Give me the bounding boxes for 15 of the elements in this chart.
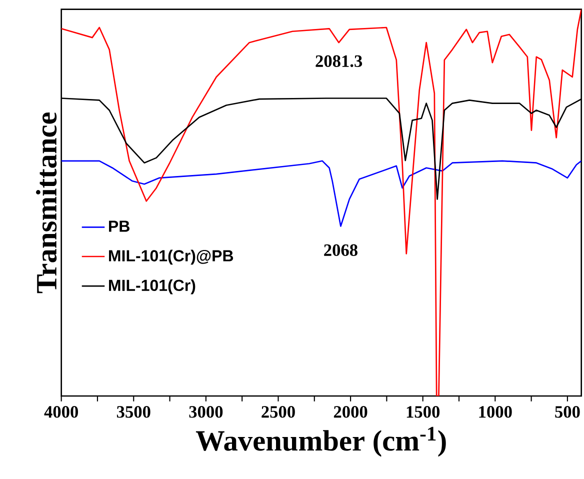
x-tick-label: 3500 xyxy=(116,406,150,418)
x-tick-label: 4000 xyxy=(44,406,78,418)
annotation: 2068 xyxy=(324,244,358,256)
x-tick-label: 2500 xyxy=(262,406,295,418)
annotation: 2081.3 xyxy=(316,55,362,68)
y-axis-title: Transmittance xyxy=(36,112,57,294)
x-tick-label: 2000 xyxy=(334,406,368,418)
x-axis-title: Wavenumber (cm$^{-1}$) xyxy=(196,427,446,457)
x-tick-label: 3000 xyxy=(189,406,223,418)
legend-label: PB xyxy=(109,220,130,232)
x-tick-label: 1000 xyxy=(479,406,512,418)
x-tick-label: 500 xyxy=(555,406,580,418)
legend-label: MIL-101(Cr) xyxy=(109,279,196,294)
legend-label: MIL-101(Cr)@PB xyxy=(109,250,234,265)
x-tick-label: 1500 xyxy=(406,406,440,418)
